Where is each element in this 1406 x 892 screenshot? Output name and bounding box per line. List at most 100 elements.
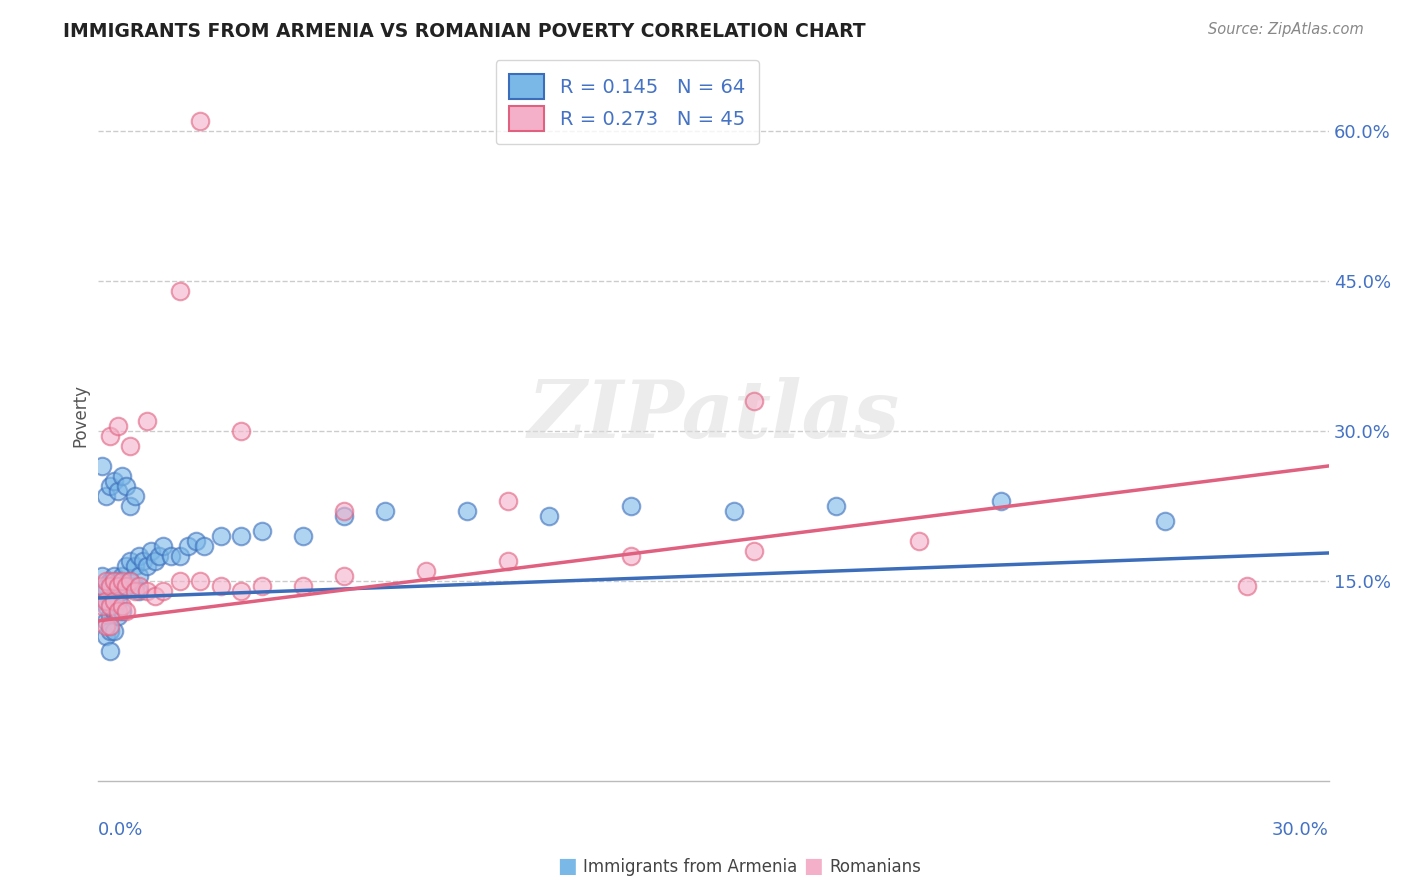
Point xyxy=(94,579,117,593)
Point xyxy=(135,558,157,573)
Point xyxy=(456,504,478,518)
Point xyxy=(291,529,314,543)
Point xyxy=(143,589,166,603)
Point xyxy=(620,499,643,513)
Y-axis label: Poverty: Poverty xyxy=(72,384,89,448)
Point xyxy=(103,594,125,608)
Point xyxy=(103,569,125,583)
Point xyxy=(231,424,253,438)
Point xyxy=(135,584,157,599)
Point xyxy=(115,479,138,493)
Point xyxy=(98,429,121,443)
Point xyxy=(538,508,561,523)
Point xyxy=(169,284,191,298)
Point xyxy=(152,584,174,599)
Point xyxy=(98,579,121,593)
Text: ZIPatlas: ZIPatlas xyxy=(527,377,900,455)
Text: 30.0%: 30.0% xyxy=(1272,822,1329,839)
Point xyxy=(128,579,150,593)
Point xyxy=(94,599,117,613)
Point xyxy=(188,574,211,588)
Point xyxy=(98,574,121,588)
Point xyxy=(103,474,125,488)
Point xyxy=(94,614,117,628)
Point xyxy=(169,549,191,563)
Point xyxy=(98,644,121,658)
Point xyxy=(184,533,207,548)
Point xyxy=(132,554,155,568)
Point xyxy=(115,579,138,593)
Point xyxy=(333,569,356,583)
Point xyxy=(291,579,314,593)
Point xyxy=(723,504,745,518)
Point xyxy=(103,624,125,638)
Point xyxy=(177,539,200,553)
Point xyxy=(209,529,232,543)
Point xyxy=(103,604,125,618)
Point xyxy=(152,539,174,553)
Point xyxy=(107,579,129,593)
Point xyxy=(103,574,125,588)
Point xyxy=(124,579,146,593)
Point xyxy=(120,574,142,588)
Point xyxy=(120,499,142,513)
Point xyxy=(1153,514,1175,528)
Point xyxy=(139,544,162,558)
Point xyxy=(107,574,129,588)
Point xyxy=(120,574,142,588)
Legend: R = 0.145   N = 64, R = 0.273   N = 45: R = 0.145 N = 64, R = 0.273 N = 45 xyxy=(495,61,759,145)
Point xyxy=(120,439,142,453)
Point xyxy=(193,539,215,553)
Point xyxy=(209,579,232,593)
Point xyxy=(374,504,396,518)
Text: ■: ■ xyxy=(803,856,823,876)
Point xyxy=(160,549,183,563)
Point xyxy=(115,579,138,593)
Point xyxy=(231,529,253,543)
Text: IMMIGRANTS FROM ARMENIA VS ROMANIAN POVERTY CORRELATION CHART: IMMIGRANTS FROM ARMENIA VS ROMANIAN POVE… xyxy=(63,22,866,41)
Point xyxy=(107,418,129,433)
Point xyxy=(98,594,121,608)
Point xyxy=(744,393,766,408)
Point xyxy=(107,483,129,498)
Point xyxy=(620,549,643,563)
Point xyxy=(90,599,112,613)
Point xyxy=(90,458,112,473)
Point xyxy=(94,594,117,608)
Point xyxy=(333,508,356,523)
Point xyxy=(107,594,129,608)
Point xyxy=(1236,579,1258,593)
Point xyxy=(120,554,142,568)
Point xyxy=(115,604,138,618)
Point xyxy=(496,554,519,568)
Point xyxy=(98,619,121,633)
Point xyxy=(94,489,117,503)
Point xyxy=(111,469,134,483)
Point xyxy=(90,594,112,608)
Point xyxy=(111,574,134,588)
Point xyxy=(907,533,929,548)
Point xyxy=(111,569,134,583)
Point xyxy=(333,504,356,518)
Point xyxy=(990,494,1012,508)
Text: 0.0%: 0.0% xyxy=(97,822,143,839)
Point xyxy=(98,479,121,493)
Point xyxy=(188,113,211,128)
Text: Immigrants from Armenia: Immigrants from Armenia xyxy=(583,858,797,876)
Point xyxy=(90,579,112,593)
Point xyxy=(128,584,150,599)
Point xyxy=(107,609,129,624)
Point xyxy=(231,584,253,599)
Point xyxy=(250,524,273,538)
Point xyxy=(111,604,134,618)
Point xyxy=(128,549,150,563)
Point xyxy=(111,584,134,599)
Point xyxy=(107,604,129,618)
Point xyxy=(94,629,117,643)
Text: ■: ■ xyxy=(557,856,576,876)
Text: Source: ZipAtlas.com: Source: ZipAtlas.com xyxy=(1208,22,1364,37)
Point xyxy=(744,544,766,558)
Point xyxy=(98,624,121,638)
Point xyxy=(143,554,166,568)
Point xyxy=(98,599,121,613)
